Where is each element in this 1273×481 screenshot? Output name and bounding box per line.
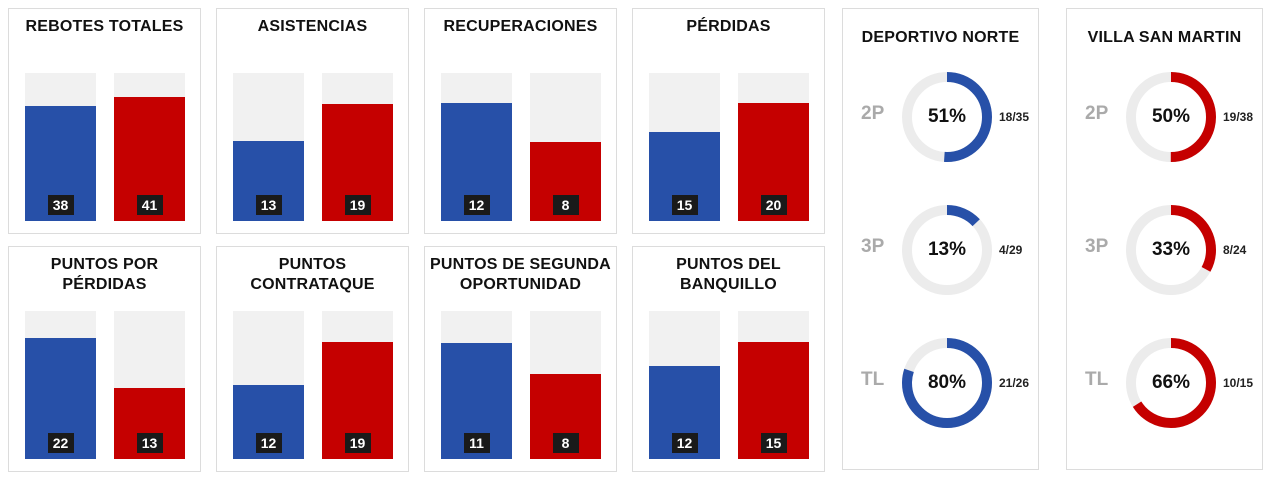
bar-value-label: 22 [47, 433, 74, 453]
bar-track-away: 20 [738, 73, 809, 221]
shot-percentage: 50% [1151, 106, 1191, 127]
donut-arc [902, 338, 992, 428]
bar-value-label: 20 [760, 195, 787, 215]
bar-value-label: 19 [344, 433, 371, 453]
bar-value-label: 15 [760, 433, 787, 453]
bar-chart-card-perdidas: PÉRDIDAS 15 20 [632, 8, 825, 234]
bar-value-label: 12 [671, 433, 698, 453]
bar-track-home: 12 [441, 73, 512, 221]
bar-chart-card-puntos-contrataque: PUNTOS CONTRATAQUE 12 19 [216, 246, 409, 472]
shot-row-2p: 2P 51% 18/35 [843, 71, 1038, 163]
team-name: VILLA SAN MARTIN [1087, 29, 1242, 46]
donut-arc [902, 205, 992, 295]
donut-chart [1126, 205, 1216, 295]
bar-value-label: 38 [47, 195, 74, 215]
donut-arc [1126, 205, 1216, 295]
bar-value-label: 12 [255, 433, 282, 453]
bar-track-home: 13 [233, 73, 304, 221]
donut-arc [1126, 72, 1216, 162]
donut-chart [902, 205, 992, 295]
bar-track-home: 38 [25, 73, 96, 221]
shot-type-label: 3P [861, 236, 885, 257]
shooting-card-villa-san-martin: VILLA SAN MARTIN 2P 50% 19/38 3P 33% 8/24 TL 66%… [1066, 8, 1263, 470]
bar-value-label: 13 [136, 433, 163, 453]
chart-title: PUNTOS CONTRATAQUE [250, 256, 375, 293]
bar-track-away: 8 [530, 311, 601, 459]
chart-title: PÉRDIDAS [686, 18, 771, 35]
donut-arc [1126, 338, 1216, 428]
chart-title: REBOTES TOTALES [25, 18, 184, 35]
made-attempted: 10/15 [1223, 376, 1254, 390]
shot-percentage: 33% [1151, 239, 1191, 260]
donut-arc [902, 72, 992, 162]
bar-track-away: 13 [114, 311, 185, 459]
bar-track-home: 11 [441, 311, 512, 459]
bar-track-away: 8 [530, 73, 601, 221]
bar-track-away: 41 [114, 73, 185, 221]
donut-chart [1126, 72, 1216, 162]
shot-type-label: TL [861, 369, 885, 390]
bar-track-home: 15 [649, 73, 720, 221]
shot-percentage: 66% [1151, 372, 1191, 393]
made-attempted: 19/38 [1223, 110, 1254, 124]
bar-track-home: 12 [649, 311, 720, 459]
chart-title: PUNTOS DE SEGUNDA OPORTUNIDAD [430, 256, 611, 293]
shot-percentage: 51% [927, 106, 967, 127]
bar-chart-card-puntos-del-banquillo: PUNTOS DEL BANQUILLO 12 15 [632, 246, 825, 472]
bar-value-label: 8 [552, 195, 579, 215]
shot-row-3p: 3P 13% 4/29 [843, 204, 1038, 296]
chart-title: RECUPERACIONES [443, 18, 598, 35]
bar-track-away: 15 [738, 311, 809, 459]
made-attempted: 4/29 [999, 243, 1023, 257]
shot-type-label: 2P [861, 103, 885, 124]
chart-title: PUNTOS POR PÉRDIDAS [50, 256, 159, 293]
bar-value-label: 12 [463, 195, 490, 215]
donut-chart [902, 72, 992, 162]
bar-value-label: 13 [255, 195, 282, 215]
shot-row-tl: TL 80% 21/26 [843, 337, 1038, 429]
bar-track-home: 12 [233, 311, 304, 459]
bar-value-label: 15 [671, 195, 698, 215]
bar-track-home: 22 [25, 311, 96, 459]
made-attempted: 8/24 [1223, 243, 1247, 257]
bar-chart-card-puntos-por-perdidas: PUNTOS POR PÉRDIDAS 22 13 [8, 246, 201, 472]
bar-track-away: 19 [322, 73, 393, 221]
bar-chart-card-asistencias: ASISTENCIAS 13 19 [216, 8, 409, 234]
bar-value-label: 19 [344, 195, 371, 215]
made-attempted: 18/35 [999, 110, 1030, 124]
bar-chart-card-rebotes-totales: REBOTES TOTALES 38 41 [8, 8, 201, 234]
shot-type-label: 3P [1085, 236, 1109, 257]
chart-title: PUNTOS DEL BANQUILLO [676, 256, 781, 293]
donut-chart [902, 338, 992, 428]
bar-chart-card-recuperaciones: RECUPERACIONES 12 8 [424, 8, 617, 234]
bar-chart-card-puntos-de-segunda-oportunidad: PUNTOS DE SEGUNDA OPORTUNIDAD 11 8 [424, 246, 617, 472]
shot-type-label: TL [1085, 369, 1109, 390]
shot-percentage: 13% [927, 239, 967, 260]
donut-chart [1126, 338, 1216, 428]
shot-type-label: 2P [1085, 103, 1109, 124]
shot-row-tl: TL 66% 10/15 [1067, 337, 1262, 429]
bar-value-label: 41 [136, 195, 163, 215]
bar-track-away: 19 [322, 311, 393, 459]
shot-row-3p: 3P 33% 8/24 [1067, 204, 1262, 296]
bar-value-label: 11 [463, 433, 490, 453]
bar-value-label: 8 [552, 433, 579, 453]
made-attempted: 21/26 [999, 376, 1030, 390]
shooting-card-deportivo-norte: DEPORTIVO NORTE 2P 51% 18/35 3P 13% 4/29 TL 80% 2… [842, 8, 1039, 470]
team-name: DEPORTIVO NORTE [861, 29, 1020, 46]
shot-row-2p: 2P 50% 19/38 [1067, 71, 1262, 163]
chart-title: ASISTENCIAS [257, 18, 368, 35]
shot-percentage: 80% [927, 372, 967, 393]
